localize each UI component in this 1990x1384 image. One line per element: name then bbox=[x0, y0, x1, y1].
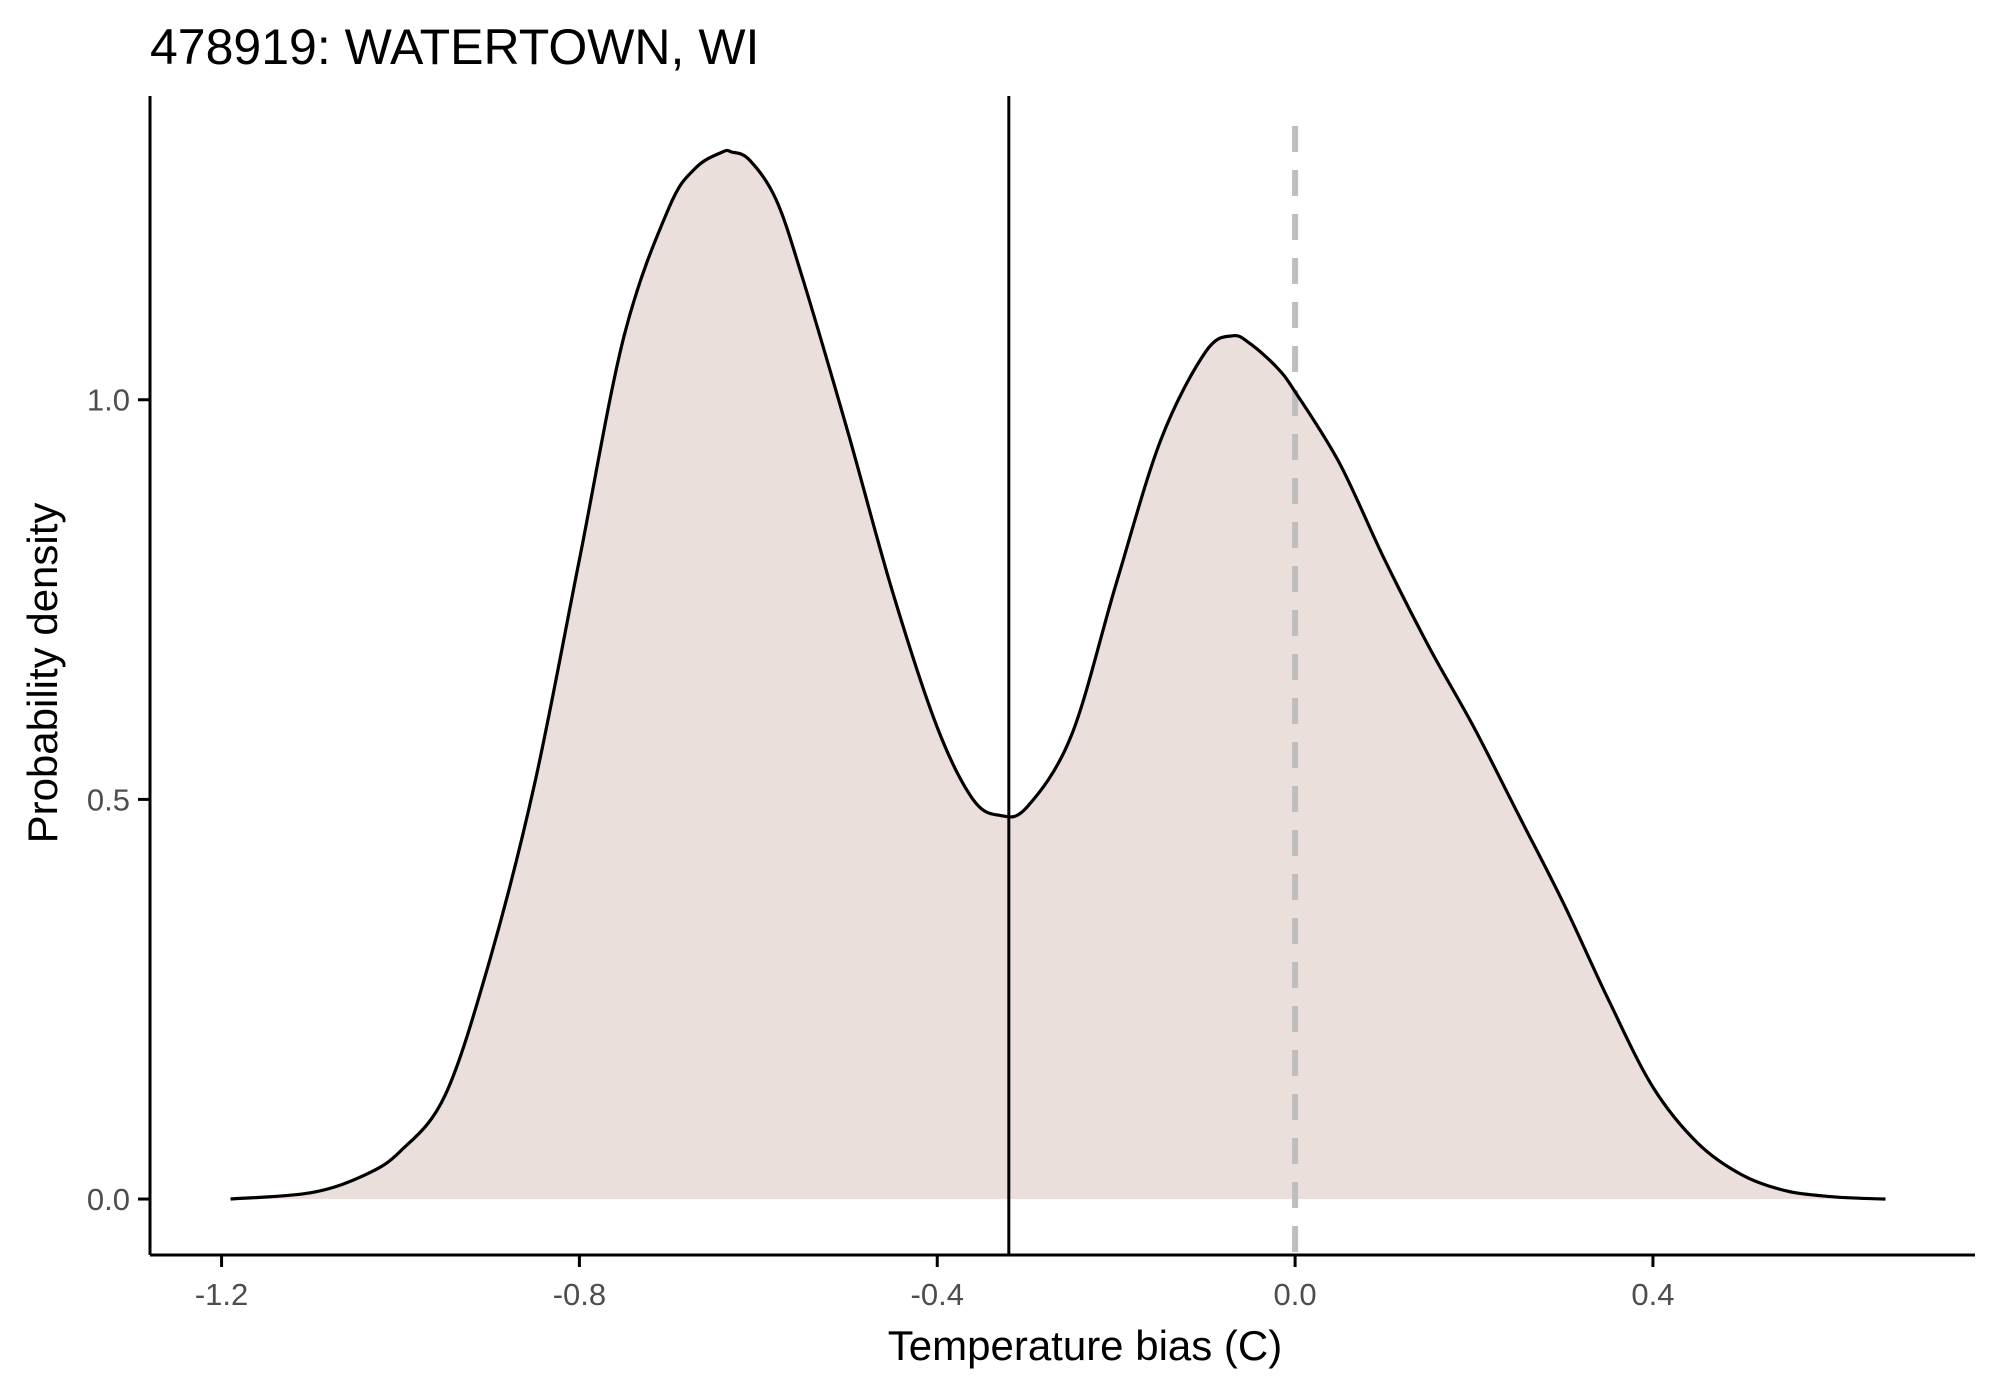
y-tick-label: 0.5 bbox=[87, 782, 130, 817]
x-tick-label: 0.0 bbox=[1274, 1277, 1317, 1312]
y-axis-title: Probability density bbox=[19, 503, 66, 844]
density-curve bbox=[230, 148, 1886, 1201]
x-tick-label: 0.4 bbox=[1631, 1277, 1674, 1312]
y-axis-ticks: 0.0 0.5 1.0 bbox=[87, 383, 150, 1217]
x-tick-label: -0.4 bbox=[911, 1277, 964, 1312]
x-axis-ticks: -1.2 -0.8 -0.4 0.0 0.4 bbox=[195, 1255, 1674, 1312]
x-axis-title: Temperature bias (C) bbox=[888, 1322, 1282, 1369]
x-tick-label: -1.2 bbox=[195, 1277, 248, 1312]
y-tick-label: 1.0 bbox=[87, 383, 130, 418]
x-tick-label: -0.8 bbox=[553, 1277, 606, 1312]
density-area bbox=[230, 150, 1886, 1199]
y-tick-label: 0.0 bbox=[87, 1182, 130, 1217]
chart-title: 478919: WATERTOWN, WI bbox=[150, 19, 759, 75]
